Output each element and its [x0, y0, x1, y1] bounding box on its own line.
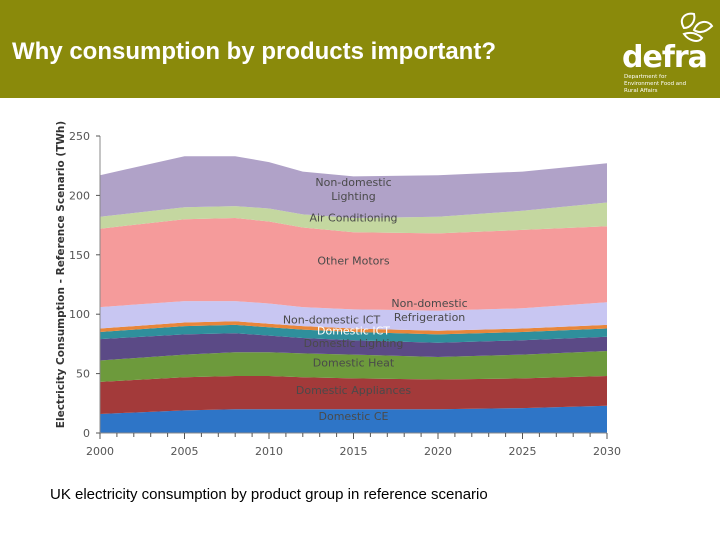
- x-tick-label: 2000: [86, 445, 114, 458]
- area-label-domestic-ict: Domestic ICT: [317, 324, 390, 337]
- chart-container: 2000 2005 2010 2015 2020 2025 2030 0 50 100 150 200…: [40, 118, 680, 474]
- x-tick-label: 2010: [255, 445, 283, 458]
- area-label-domestic-lighting: Domestic Lighting: [304, 337, 404, 350]
- page-title: Why consumption by products important?: [12, 38, 496, 65]
- logo-tagline: Department for Environment Food and Rura…: [624, 74, 687, 94]
- header-bar: Why consumption by products important? d…: [0, 0, 720, 98]
- y-tick-label: 0: [83, 427, 90, 440]
- y-tick-label: 200: [69, 189, 90, 202]
- y-axis-label: Electricity Consumption - Reference Scen…: [55, 121, 67, 428]
- defra-logo: defra Department for Environment Food an…: [618, 10, 714, 94]
- y-tick-label: 250: [69, 130, 90, 143]
- area-non-domestic-ict: [100, 321, 607, 335]
- area-label-non-domestic-lighting: Non-domestic Lighting: [315, 176, 391, 203]
- x-tick-label: 2020: [424, 445, 452, 458]
- area-label-domestic-ce: Domestic CE: [319, 410, 389, 423]
- area-layers: [100, 156, 607, 433]
- logo-wordmark: defra: [622, 40, 708, 75]
- area-label-non-domestic-ict: Non-domestic ICT: [283, 314, 381, 327]
- area-air-conditioning: [100, 202, 607, 234]
- x-tick-label: 2015: [340, 445, 368, 458]
- x-tick-label: 2030: [593, 445, 621, 458]
- area-non-domestic-lighting: [100, 156, 607, 218]
- area-domestic-ce: [100, 405, 607, 433]
- area-domestic-lighting: [100, 333, 607, 361]
- area-non-domestic-refrigeration: [100, 301, 607, 331]
- area-other-motors: [100, 218, 607, 311]
- y-tick-label: 50: [76, 368, 90, 381]
- area-labels: Domestic CE Domestic Appliances Domestic H…: [283, 176, 468, 423]
- area-domestic-ict: [100, 324, 607, 343]
- x-tick-label: 2005: [171, 445, 199, 458]
- stacked-area-chart: 2000 2005 2010 2015 2020 2025 2030 0 50 100 150 200…: [55, 121, 621, 458]
- area-label-air-conditioning: Air Conditioning: [309, 212, 397, 225]
- area-label-domestic-heat: Domestic Heat: [313, 356, 395, 369]
- area-domestic-appliances: [100, 376, 607, 414]
- area-label-domestic-appliances: Domestic Appliances: [296, 384, 411, 397]
- area-domestic-heat: [100, 351, 607, 382]
- area-label-other-motors: Other Motors: [317, 254, 390, 267]
- x-tick-label: 2025: [509, 445, 537, 458]
- y-tick-label: 100: [69, 308, 90, 321]
- y-tick-label: 150: [69, 249, 90, 262]
- area-label-non-domestic-refrigeration: Non-domestic Refrigeration: [391, 297, 467, 324]
- chart-caption: UK electricity consumption by product gr…: [50, 486, 488, 503]
- leaf-icon: [680, 12, 714, 42]
- chart-axes: 2000 2005 2010 2015 2020 2025 2030 0 50 100 150 200…: [55, 121, 621, 458]
